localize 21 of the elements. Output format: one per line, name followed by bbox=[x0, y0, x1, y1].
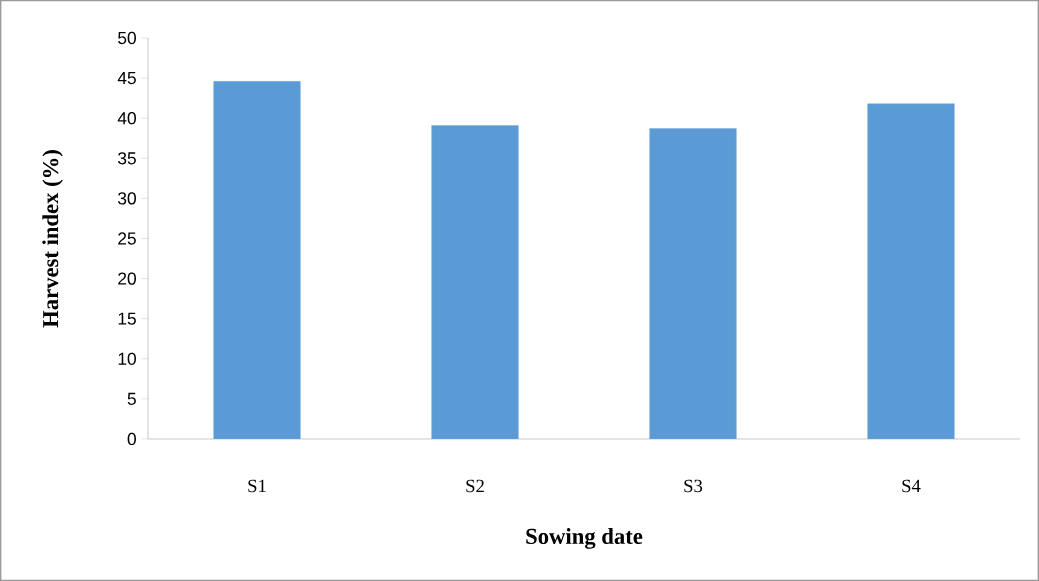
y-tick-label: 40 bbox=[117, 112, 136, 125]
y-tick-label: 25 bbox=[118, 232, 136, 245]
x-axis-title: Sowing date bbox=[526, 528, 643, 549]
y-tick-label: 10 bbox=[118, 352, 136, 365]
y-tick-label: 20 bbox=[118, 272, 136, 285]
y-tick-label: 45 bbox=[117, 72, 136, 85]
x-tick-label: S3 bbox=[684, 479, 703, 493]
x-tick-label: S4 bbox=[902, 479, 921, 493]
y-tick-label: 50 bbox=[118, 31, 136, 45]
bar bbox=[867, 103, 955, 439]
bar bbox=[213, 81, 301, 439]
x-tick-label: S2 bbox=[466, 479, 484, 493]
y-tick-label: 15 bbox=[118, 312, 136, 325]
y-tick-label: 30 bbox=[118, 192, 136, 205]
y-tick-label: 35 bbox=[118, 152, 136, 165]
y-axis-title: Harvest index (%) bbox=[42, 150, 63, 328]
y-tick-label: 0 bbox=[127, 432, 136, 446]
bar bbox=[431, 125, 519, 439]
x-tick-label: S1 bbox=[248, 479, 266, 493]
y-tick-label: 5 bbox=[127, 392, 136, 405]
bar bbox=[649, 128, 737, 439]
